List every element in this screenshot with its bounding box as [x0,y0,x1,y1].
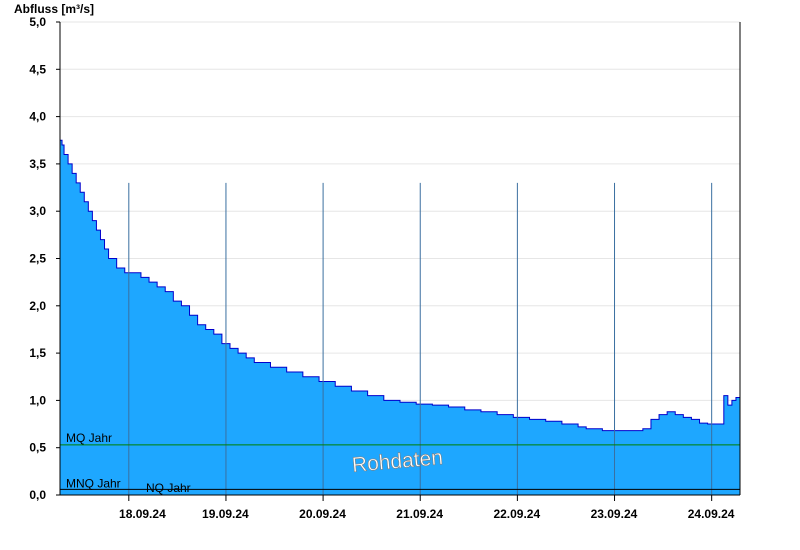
x-tick-label-5: 23.09.24 [591,507,638,521]
x-tick-label-6: 24.09.24 [688,507,735,521]
y-tick-label-3: 1,5 [29,346,46,360]
discharge-line [60,139,740,432]
discharge-area-group [60,139,740,495]
y-tick-label-8: 4,0 [29,110,46,124]
y-tick-label-6: 3,0 [29,204,46,218]
day-boundary-lines [128,182,713,495]
x-tick-label-2: 20.09.24 [299,507,346,521]
ref-label-mnq: MNQ Jahr [66,476,121,490]
y-tick-label-5: 2,5 [29,252,46,266]
y-tick-label-10: 5,0 [29,15,46,29]
y-tick-label-2: 1,0 [29,393,46,407]
ref-label-nq: NQ Jahr [146,481,191,495]
x-tick-label-4: 22.09.24 [493,507,540,521]
y-tick-label-9: 4,5 [29,62,46,76]
ref-label-mq: MQ Jahr [66,431,112,445]
discharge-area [60,140,740,495]
y-axis-label: Abfluss [m³/s] [14,2,94,16]
x-tick-label-3: 21.09.24 [396,507,443,521]
reference-lines: MQ Jahr MNQ Jahr NQ Jahr [60,431,740,495]
y-tick-labels: 0,0 0,5 1,0 1,5 2,0 2,5 3,0 3,5 4,0 4,5 5,0 [29,15,46,502]
watermark-label: Rohdaten [351,446,444,477]
y-tick-label-0: 0,0 [29,488,46,502]
x-tick-label-0: 18.09.24 [119,507,166,521]
y-tick-label-4: 2,0 [29,299,46,313]
axes [56,21,741,501]
x-tick-label-1: 19.09.24 [202,507,249,521]
x-tick-labels: 18.09.24 19.09.24 20.09.24 21.09.24 22.09.24… [119,507,735,521]
y-tick-label-7: 3,5 [29,157,46,171]
y-tick-label-1: 0,5 [29,441,46,455]
